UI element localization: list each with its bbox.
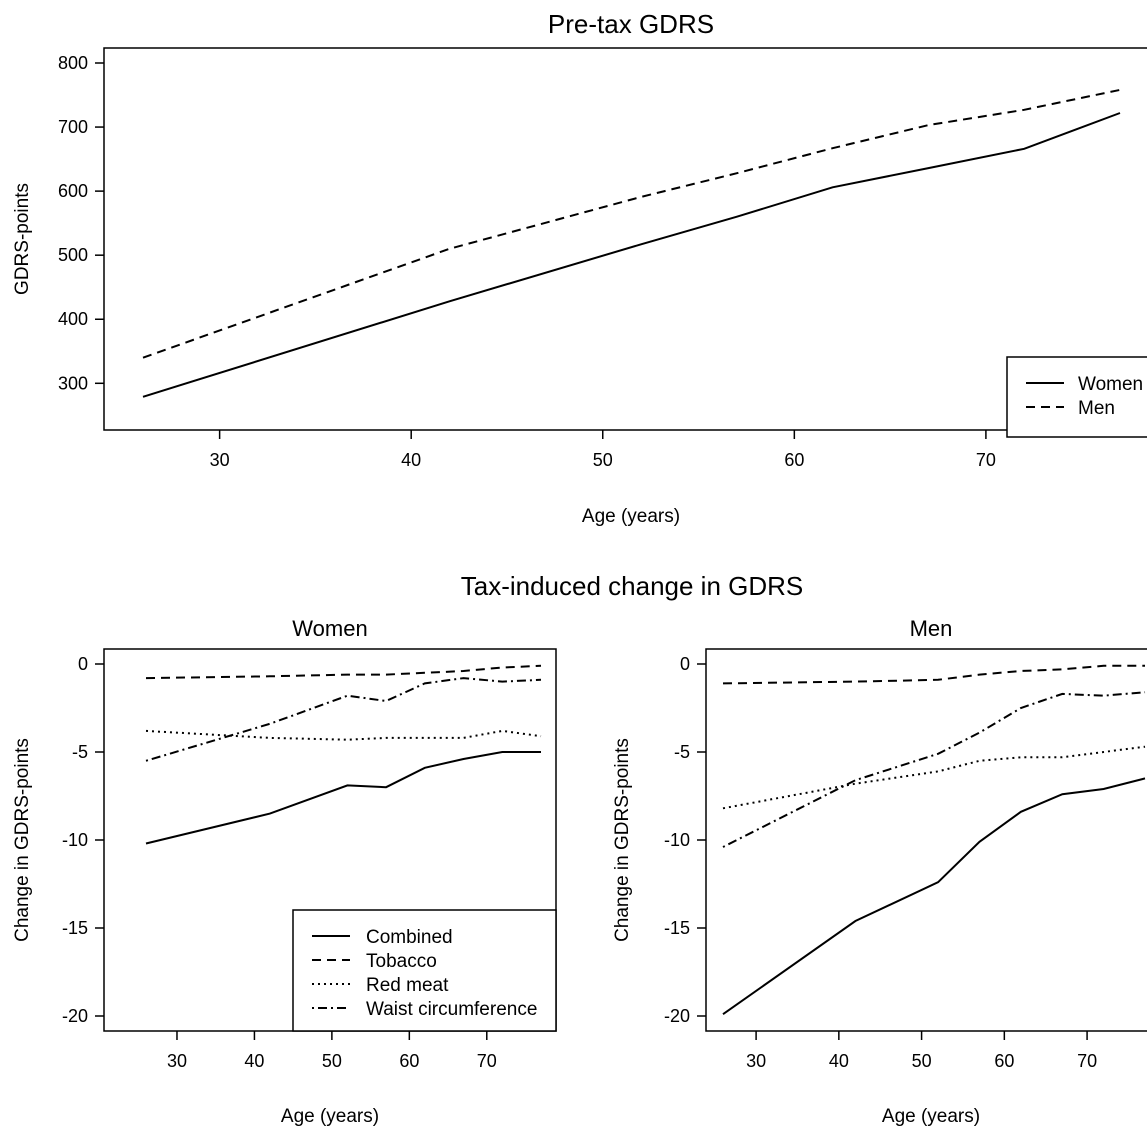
y-tick-label: 600	[58, 181, 88, 201]
y-tick-label: 0	[680, 654, 690, 674]
x-tick-label: 40	[401, 450, 421, 470]
x-tick-label: 50	[593, 450, 613, 470]
legend-box	[292, 909, 557, 1032]
y-tick-label: 300	[58, 373, 88, 393]
y-tick-label: -15	[664, 918, 690, 938]
chart-title: Pre-tax GDRS	[548, 9, 714, 39]
x-tick-label: 60	[994, 1051, 1014, 1071]
y-tick-label: -5	[72, 742, 88, 762]
y-tick-label: -15	[62, 918, 88, 938]
x-tick-label: 60	[784, 450, 804, 470]
series-line-waist-circumference	[145, 677, 542, 762]
y-tick-label: 700	[58, 117, 88, 137]
panel-pretax: Pre-tax GDRS 30 40 50 60 70 300 400 500 600 700 800…	[12, 9, 1147, 527]
legend: Combined Tobacco Red meat Waist circumferen…	[292, 909, 557, 1032]
x-axis-label: Age (years)	[582, 506, 680, 527]
series-line-red-meat	[722, 745, 1146, 810]
legend: Women Men	[1006, 356, 1147, 438]
x-tick-label: 30	[746, 1051, 766, 1071]
panel-men: Men 30 40 50 60 70 0 -5 -10 -15 -20 Age (years) Chan…	[612, 616, 1147, 1127]
y-tick-label: -20	[664, 1006, 690, 1026]
x-tick-label: 50	[322, 1051, 342, 1071]
y-tick-label: -20	[62, 1006, 88, 1026]
legend-box	[1006, 356, 1147, 438]
x-axis-label: Age (years)	[281, 1106, 379, 1127]
x-tick-label: 50	[912, 1051, 932, 1071]
series-line-combined	[722, 777, 1146, 1016]
y-axis-label: Change in GDRS-points	[612, 738, 633, 942]
x-tick-label: 40	[829, 1051, 849, 1071]
y-tick-label: -5	[674, 742, 690, 762]
chart-title: Women	[292, 616, 367, 641]
y-tick-label: 400	[58, 309, 88, 329]
x-axis-label: Age (years)	[882, 1106, 980, 1127]
x-tick-label: 30	[167, 1051, 187, 1071]
legend-entry: Waist circumference	[366, 999, 537, 1020]
x-tick-label: 70	[976, 450, 996, 470]
series-line-red-meat	[145, 729, 542, 741]
legend-entry: Tobacco	[366, 951, 437, 972]
series-line-tobacco	[145, 664, 542, 680]
main-title-bottom: Tax-induced change in GDRS	[461, 571, 804, 601]
series-line-men	[142, 88, 1121, 359]
series-line-combined	[145, 751, 541, 845]
legend-entry: Red meat	[366, 975, 449, 996]
legend-entry: Men	[1078, 398, 1115, 419]
y-tick-label: 800	[58, 53, 88, 73]
legend-entry: Women	[1078, 374, 1143, 395]
y-tick-label: 0	[78, 654, 88, 674]
y-tick-label: 500	[58, 245, 88, 265]
chart-title: Men	[910, 616, 953, 641]
plot-frame	[103, 47, 1147, 431]
legend-entry: Combined	[366, 927, 453, 948]
y-axis-label: GDRS-points	[12, 183, 33, 295]
y-tick-label: -10	[664, 830, 690, 850]
x-tick-label: 30	[210, 450, 230, 470]
x-tick-label: 40	[244, 1051, 264, 1071]
series-line-tobacco	[722, 664, 1145, 685]
x-tick-label: 70	[477, 1051, 497, 1071]
x-tick-label: 70	[1077, 1051, 1097, 1071]
plot-frame	[705, 648, 1147, 1032]
series-line-women	[142, 112, 1121, 398]
y-axis-label: Change in GDRS-points	[12, 738, 33, 942]
panel-women: Women 30 40 50 60 70 0 -5 -10 -15 -20 Age (years) Ch…	[12, 616, 557, 1127]
x-tick-label: 60	[399, 1051, 419, 1071]
y-tick-label: -10	[62, 830, 88, 850]
series-line-waist-circumference	[722, 691, 1146, 848]
